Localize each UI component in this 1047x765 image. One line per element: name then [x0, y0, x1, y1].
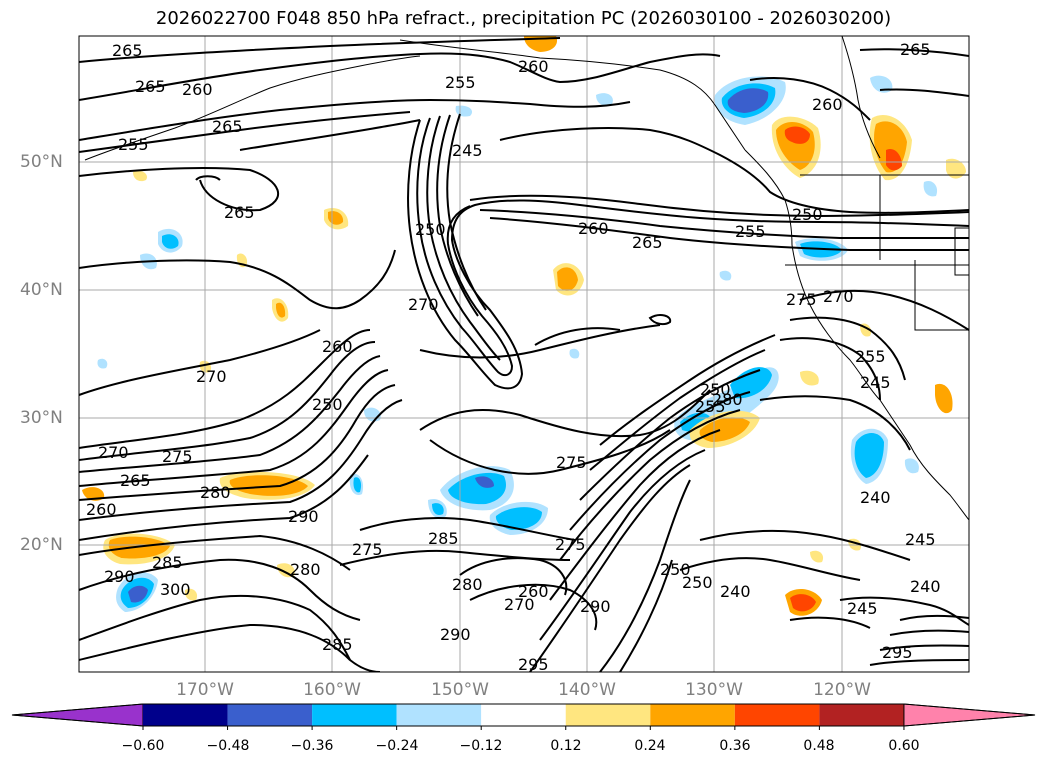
- contour-label: 250: [415, 220, 446, 239]
- lat-label-50n: 50°N: [20, 152, 63, 172]
- contour-label: 260: [322, 337, 353, 356]
- contour-label: 300: [160, 580, 191, 599]
- contour-label: 265: [224, 203, 255, 222]
- map-title: 2026022700 F048 850 hPa refract., precip…: [155, 8, 892, 29]
- contour-label: 265: [112, 41, 143, 60]
- colorbar-tick-label: 0.48: [803, 738, 835, 754]
- contour-label: 260: [86, 500, 117, 519]
- colorbar-tick-label: −0.36: [290, 738, 334, 754]
- lat-label-20n: 20°N: [20, 535, 63, 555]
- colorbar-tick-label: −0.48: [206, 738, 250, 754]
- contour-label: 285: [428, 529, 459, 548]
- contour-label: 245: [905, 530, 936, 549]
- contour-label: 240: [860, 488, 891, 507]
- contour-label: 240: [720, 582, 751, 601]
- contour-label: 260: [518, 57, 549, 76]
- contour-label: 255: [118, 135, 149, 154]
- contour-label: 275: [162, 447, 193, 466]
- contour-label: 260: [518, 582, 549, 601]
- colorbar-tick-label: −0.12: [459, 738, 503, 754]
- contour-label: 290: [580, 597, 611, 616]
- contour-label: 245: [452, 141, 483, 160]
- contour-label: 260: [812, 95, 843, 114]
- colorbar-segment: [143, 704, 228, 726]
- lon-label-120w: 120°W: [813, 680, 871, 700]
- colorbar-segment: [650, 704, 735, 726]
- contour-label: 270: [98, 443, 129, 462]
- colorbar-segment: [396, 704, 482, 726]
- contour-label: 250: [792, 205, 823, 224]
- contour-label: 270: [823, 287, 854, 306]
- colorbar-tick-label: 0.60: [888, 738, 920, 754]
- contour-label: 285: [152, 553, 183, 572]
- contour-label: 255: [855, 347, 886, 366]
- colorbar-extend-low: [11, 703, 144, 727]
- lon-label-170w: 170°W: [176, 680, 234, 700]
- contour-label: 265: [900, 40, 931, 59]
- contour-label: 280: [200, 483, 231, 502]
- colorbar-segment: [734, 704, 820, 726]
- contour-label: 250: [660, 560, 691, 579]
- colorbar-segment: [227, 704, 313, 726]
- contour-label: 260: [578, 219, 609, 238]
- lon-label-140w: 140°W: [558, 680, 616, 700]
- contour-label: 260: [182, 80, 213, 99]
- contour-label: 290: [288, 507, 319, 526]
- contour-label: 265: [212, 117, 243, 136]
- contour-label: 255: [695, 397, 726, 416]
- contour-label: 295: [518, 655, 549, 674]
- contour-label: 275: [556, 453, 587, 472]
- colorbar-tick-label: 0.36: [719, 738, 751, 754]
- lon-label-150w: 150°W: [431, 680, 489, 700]
- contour-label: 250: [700, 380, 731, 399]
- contour-label: 255: [445, 73, 476, 92]
- contour-label: 270: [504, 595, 535, 614]
- colorbar-segment: [819, 704, 904, 726]
- contour-label: 280: [712, 390, 743, 409]
- contour-label: 280: [290, 560, 321, 579]
- colorbar-tick-label: −0.60: [121, 738, 165, 754]
- colorbar: [11, 703, 1036, 730]
- colorbar-tick-label: 0.12: [550, 738, 582, 754]
- contour-label: 265: [135, 77, 166, 96]
- colorbar-segment: [481, 704, 566, 726]
- contour-label: 285: [322, 635, 353, 654]
- contour-label: 280: [452, 575, 483, 594]
- colorbar-segment: [312, 704, 397, 726]
- lat-label-40n: 40°N: [20, 280, 63, 300]
- lat-label-30n: 30°N: [20, 408, 63, 428]
- contour-label: 290: [440, 625, 471, 644]
- contour-label: 265: [632, 233, 663, 252]
- lon-label-160w: 160°W: [303, 680, 361, 700]
- colorbar-segment: [565, 704, 651, 726]
- contour-label: 245: [847, 599, 878, 618]
- contour-label: 240: [910, 577, 941, 596]
- contour-label: 250: [312, 395, 343, 414]
- colorbar-tick-label: 0.24: [634, 738, 666, 754]
- contour-labels: 265 265 260 255 260 265 255 265 245 265 …: [86, 40, 941, 674]
- contour-label: 275: [352, 540, 383, 559]
- contour-label: 270: [196, 367, 227, 386]
- colorbar-tick-label: −0.24: [375, 738, 419, 754]
- contour-label: 270: [408, 295, 439, 314]
- contour-label: 275: [555, 535, 586, 554]
- map-frame-border: [78, 35, 970, 673]
- refractivity-contours: [79, 37, 969, 672]
- contour-label: 295: [882, 643, 913, 662]
- coastlines: [84, 36, 969, 521]
- contour-label: 275: [786, 290, 817, 309]
- contour-label: 245: [860, 373, 891, 392]
- contour-label: 250: [682, 573, 713, 592]
- colorbar-extend-high: [903, 703, 1036, 727]
- lon-label-130w: 130°W: [685, 680, 743, 700]
- contour-label: 265: [120, 471, 151, 490]
- contour-label: 290: [104, 567, 135, 586]
- contour-label: 255: [735, 222, 766, 241]
